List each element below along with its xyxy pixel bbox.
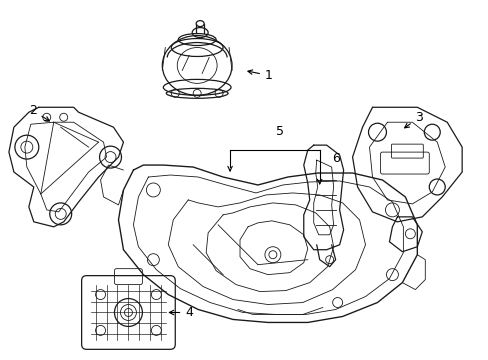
Text: 1: 1: [247, 69, 272, 82]
Text: 5: 5: [275, 125, 283, 138]
Text: 3: 3: [404, 111, 423, 128]
Text: 6: 6: [331, 152, 339, 165]
Text: 4: 4: [169, 306, 193, 319]
Text: 2: 2: [29, 104, 49, 121]
